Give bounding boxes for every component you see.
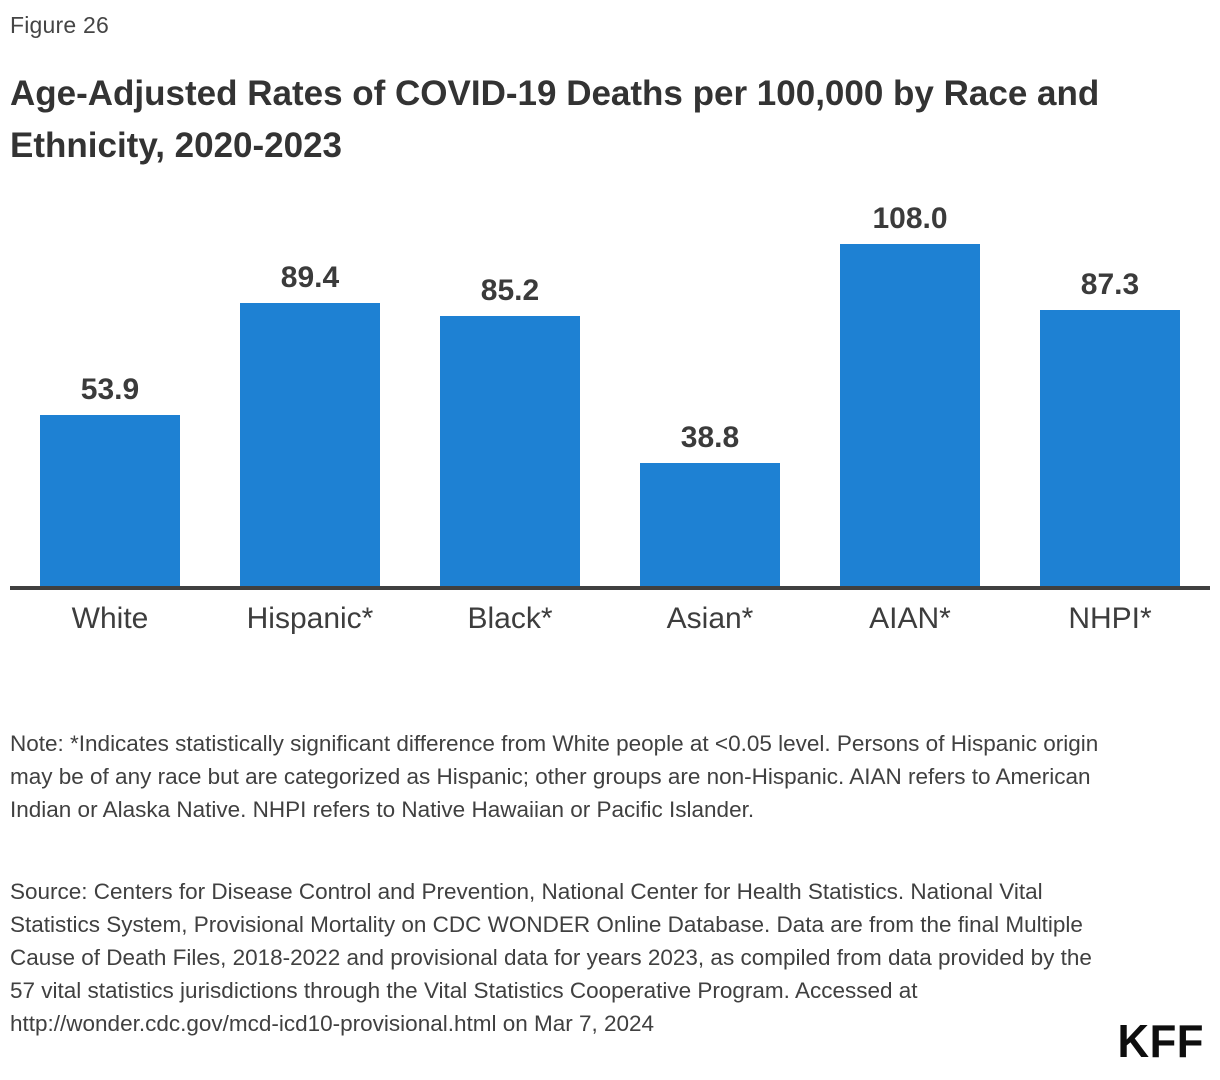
bar-value-label: 53.9 [80, 373, 140, 406]
bar-white: 53.9 [40, 373, 180, 586]
x-axis-label-aian: AIAN* [869, 602, 951, 635]
x-axis-label-asian: Asian* [666, 602, 754, 635]
bar-black: 85.2 [440, 274, 580, 586]
figure-number-label: Figure 26 [10, 12, 109, 38]
x-axis-label-nhpi: NHPI* [1068, 602, 1152, 635]
bar-value-label: 38.8 [680, 421, 740, 454]
x-axis-line [10, 586, 1210, 590]
chart-title: Age-Adjusted Rates of COVID-19 Deaths pe… [10, 74, 1100, 165]
kff-logo: KFF [1117, 1015, 1204, 1067]
source-text: Source: Centers for Disease Control and … [10, 879, 1092, 1036]
bar-value-label: 85.2 [480, 274, 540, 307]
bar-asian: 38.8 [640, 421, 780, 586]
note-text: Note: *Indicates statistically significa… [10, 731, 1099, 822]
x-axis-label-hispanic: Hispanic* [246, 602, 374, 635]
bar-hispanic: 89.4 [240, 261, 380, 586]
bar-value-label: 89.4 [280, 261, 340, 294]
bar-value-label: 87.3 [1080, 268, 1140, 301]
x-axis-label-black: Black* [467, 602, 553, 635]
x-axis-label-white: White [71, 602, 149, 635]
x-axis-labels: White Hispanic* Black* Asian* AIAN* NHPI* [10, 602, 1210, 642]
bar-nhpi: 87.3 [1040, 268, 1180, 586]
bar-value-label: 108.0 [872, 202, 948, 235]
bar-aian: 108.0 [840, 202, 980, 586]
bar-chart-plot-area: 53.9 89.4 85.2 38.8 108.0 87.3 [10, 190, 1210, 586]
